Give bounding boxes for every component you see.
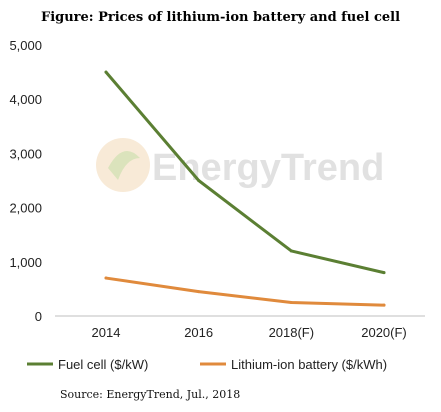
- legend-label: Lithium-ion battery ($/kWh): [231, 357, 387, 372]
- data-point: [104, 276, 108, 280]
- data-point: [197, 179, 201, 182]
- watermark-logo: EnergyTrend: [96, 138, 384, 192]
- data-point: [197, 290, 201, 294]
- x-tick-label: 2016: [184, 325, 213, 340]
- data-point: [289, 249, 293, 253]
- y-tick-label: 3,000: [9, 146, 42, 161]
- y-tick-label: 4,000: [9, 92, 42, 107]
- y-tick-label: 2,000: [9, 201, 42, 216]
- data-point: [382, 271, 386, 275]
- source-note: Source: EnergyTrend, Jul., 2018: [60, 388, 241, 401]
- watermark-text: EnergyTrend: [152, 147, 384, 189]
- y-tick-label: 1,000: [9, 255, 42, 270]
- data-point: [104, 70, 108, 74]
- data-point: [382, 303, 386, 307]
- x-tick-label: 2018(F): [269, 325, 315, 340]
- chart-title: Figure: Prices of lithium-ion battery an…: [40, 10, 401, 25]
- data-point: [289, 300, 293, 304]
- x-tick-label: 2020(F): [361, 325, 407, 340]
- y-tick-label: 0: [35, 309, 42, 324]
- legend-label: Fuel cell ($/kW): [58, 357, 148, 372]
- x-tick-label: 2014: [92, 325, 121, 340]
- series-line-1: [104, 276, 386, 307]
- series-line-0: [104, 70, 386, 275]
- y-tick-label: 5,000: [9, 38, 42, 53]
